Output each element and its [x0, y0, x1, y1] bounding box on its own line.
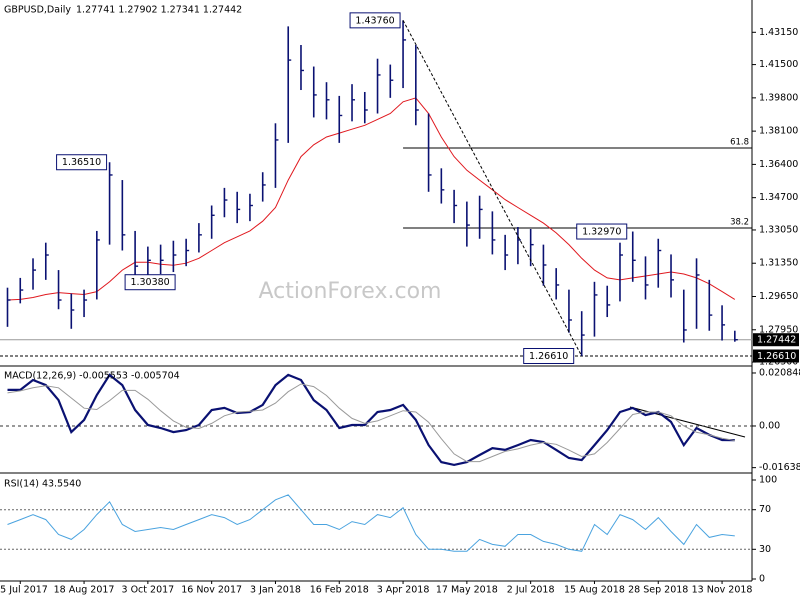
x-tick-label: 16 Feb 2018	[310, 585, 369, 596]
x-tick-label: 17 May 2018	[436, 585, 498, 596]
y-tick-label: 0	[759, 574, 765, 585]
level-label: 1.36510	[62, 157, 101, 168]
x-tick-label: 28 Sep 2018	[628, 585, 688, 596]
level-box	[349, 12, 401, 29]
moving-average	[7, 97, 736, 301]
level-label: 1.30380	[130, 277, 169, 288]
fib-label: 61.8	[730, 137, 749, 147]
y-tick-label: 0.020848	[759, 367, 800, 378]
y-tick-label: 70	[759, 504, 771, 515]
y-tick-label: 1.36400	[759, 159, 798, 170]
y-tick-label: 30	[759, 544, 771, 555]
price-tag	[753, 333, 799, 347]
chart-title: GBPUSD,Daily	[4, 5, 71, 16]
indicator-line	[7, 494, 735, 552]
level-label: 1.32970	[582, 227, 621, 238]
y-tick-label: 1.38100	[759, 126, 798, 137]
x-tick-label: 3 Oct 2017	[122, 585, 175, 596]
y-tick-label: 0.00	[759, 420, 780, 431]
y-tick-label: 1.27950	[759, 324, 798, 335]
y-tick-label: 1.43150	[759, 27, 798, 38]
level-label: 1.43760	[355, 15, 394, 26]
x-tick-label: 16 Nov 2017	[181, 585, 242, 596]
panel-title: RSI(14) 43.5540	[4, 479, 81, 490]
y-tick-label: -0.016389	[759, 462, 800, 473]
price-tag	[753, 349, 799, 363]
quote: 1.27741 1.27902 1.27341 1.27442	[76, 5, 242, 16]
y-tick-label: 1.33050	[759, 224, 798, 235]
level-label: 1.26610	[529, 351, 568, 362]
x-tick-label: 15 Aug 2018	[564, 585, 625, 596]
price-tag-label: 1.26610	[757, 351, 796, 362]
y-tick-label: 1.31350	[759, 258, 798, 269]
y-tick-label: 1.34700	[759, 192, 798, 203]
x-tick-label: 3 Jan 2018	[250, 585, 301, 596]
level-box	[576, 223, 628, 240]
y-tick-label: 1.39800	[759, 92, 798, 103]
y-tick-label: 100	[759, 475, 777, 486]
trend-line	[402, 20, 583, 357]
y-tick-label: 1.29650	[759, 291, 798, 302]
indicator-line	[7, 383, 735, 463]
level-box	[124, 274, 176, 291]
y-tick-label: 1.41500	[759, 59, 798, 70]
x-tick-label: 3 Apr 2018	[377, 585, 430, 596]
level-box	[523, 347, 575, 364]
indicator-line	[7, 373, 735, 467]
x-tick-label: 13 Nov 2018	[692, 585, 753, 596]
x-tick-label: 2 Jul 2018	[507, 585, 555, 596]
level-box	[56, 154, 108, 171]
x-tick-label: 5 Jul 2017	[0, 585, 48, 596]
panel-title: MACD(12,26,9) -0.005553 -0.005704	[4, 371, 180, 382]
x-tick-label: 18 Aug 2017	[54, 585, 115, 596]
price-tag-label: 1.27442	[757, 335, 796, 346]
watermark: ActionForex.com	[259, 279, 442, 304]
fib-label: 38.2	[730, 218, 749, 228]
